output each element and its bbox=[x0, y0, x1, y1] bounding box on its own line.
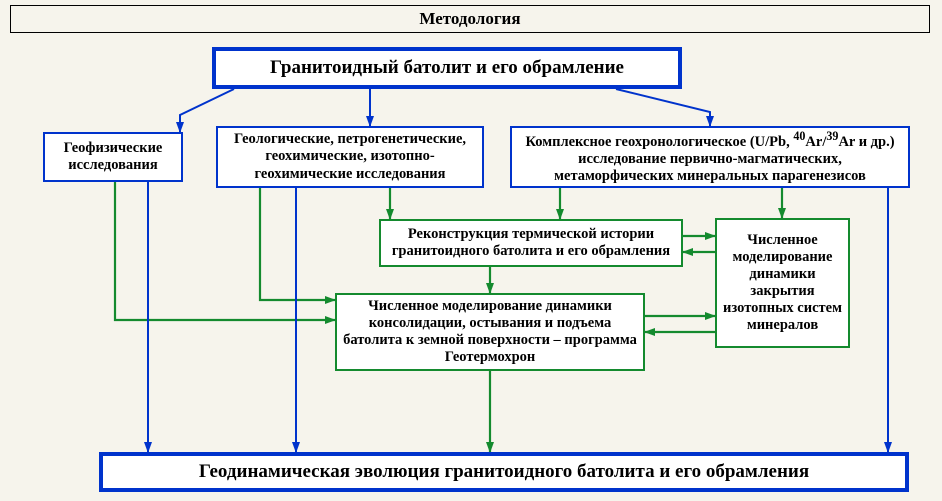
header-label: Методология bbox=[419, 9, 520, 29]
node-consolidation-label: Численное моделирование динамики консоли… bbox=[343, 298, 637, 366]
node-geochron-label: Комплексное геохронологическое (U/Pb, 40… bbox=[518, 129, 902, 185]
node-closure-label: Численное моделирование динамики закрыти… bbox=[723, 232, 842, 335]
node-geophysics-label: Геофизические исследования bbox=[51, 140, 175, 174]
node-batholith-label: Гранитоидный батолит и его обрамление bbox=[270, 57, 624, 79]
node-geology-label: Геологические, петрогенетические, геохим… bbox=[224, 131, 476, 182]
arrow-geophys-cons bbox=[115, 182, 335, 320]
node-result: Геодинамическая эволюция гранитоидного б… bbox=[99, 452, 909, 492]
node-geochronology: Комплексное геохронологическое (U/Pb, 40… bbox=[510, 126, 910, 188]
node-consolidation: Численное моделирование динамики консоли… bbox=[335, 293, 645, 371]
node-geology: Геологические, петрогенетические, геохим… bbox=[216, 126, 484, 188]
arrow-bat-geochron bbox=[616, 89, 710, 126]
node-geophysics: Геофизические исследования bbox=[43, 132, 183, 182]
header-methodology: Методология bbox=[10, 5, 930, 33]
arrow-geology-cons bbox=[260, 188, 335, 300]
node-isotope-closure: Численное моделирование динамики закрыти… bbox=[715, 218, 850, 348]
node-batholith: Гранитоидный батолит и его обрамление bbox=[212, 47, 682, 89]
node-reconstruction-label: Реконструкция термической истории гранит… bbox=[387, 226, 675, 260]
node-result-label: Геодинамическая эволюция гранитоидного б… bbox=[199, 461, 809, 483]
node-reconstruction: Реконструкция термической истории гранит… bbox=[379, 219, 683, 267]
